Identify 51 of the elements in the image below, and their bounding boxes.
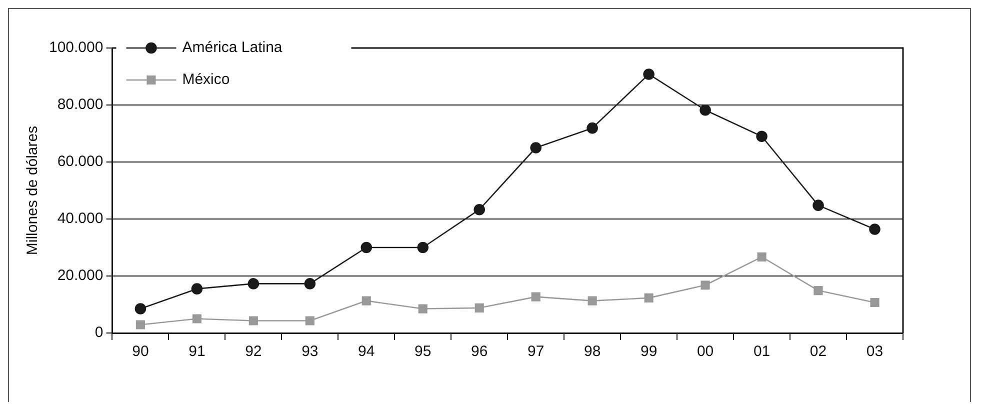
point: [248, 278, 260, 290]
point: [644, 293, 654, 302]
x-tick-label: 99: [640, 343, 658, 360]
x-tick-label: 96: [471, 343, 488, 360]
x-tick-label: 97: [528, 343, 544, 360]
point: [530, 142, 542, 154]
point: [757, 252, 766, 262]
legend-label: México: [182, 71, 230, 88]
point: [305, 316, 314, 326]
point: [700, 280, 710, 290]
point: [869, 224, 880, 235]
x-tick-label: 00: [696, 343, 714, 360]
x-tick-label: 92: [245, 343, 262, 360]
x-tick-label: 02: [810, 343, 827, 360]
point: [586, 122, 598, 134]
point: [191, 283, 203, 294]
x-tick-label: 90: [132, 343, 149, 360]
point: [417, 242, 429, 254]
point: [531, 292, 540, 302]
point: [588, 296, 597, 306]
y-tick-label: 0: [94, 324, 104, 342]
legend-label: América Latina: [182, 39, 283, 56]
point: [362, 296, 371, 306]
x-tick-label: 98: [584, 343, 601, 360]
y-tick-label: 80.000: [57, 96, 104, 114]
x-tick-label: 93: [302, 343, 318, 360]
point: [812, 200, 824, 211]
x-tick-label: 01: [753, 343, 770, 360]
point: [192, 314, 202, 324]
x-tick-label: 03: [866, 343, 884, 360]
point: [474, 204, 486, 216]
point: [418, 304, 428, 314]
point: [360, 242, 372, 254]
point: [814, 286, 823, 296]
y-tick-label: 20.000: [57, 267, 104, 284]
point: [248, 316, 258, 326]
y-tick-label: 60.000: [57, 153, 104, 170]
point: [700, 104, 711, 116]
point: [304, 278, 316, 290]
point: [136, 320, 146, 330]
point: [643, 68, 654, 80]
point: [474, 303, 484, 312]
y-tick-label: 40.000: [57, 210, 104, 228]
x-tick-label: 91: [188, 343, 206, 360]
x-tick-label: 94: [358, 343, 375, 360]
y-axis-title: Millones de dólares: [24, 126, 42, 256]
point: [756, 130, 768, 142]
x-tick-label: 95: [414, 343, 432, 360]
point: [134, 303, 146, 314]
y-tick-label: 100.000: [48, 39, 104, 56]
point: [870, 298, 880, 308]
